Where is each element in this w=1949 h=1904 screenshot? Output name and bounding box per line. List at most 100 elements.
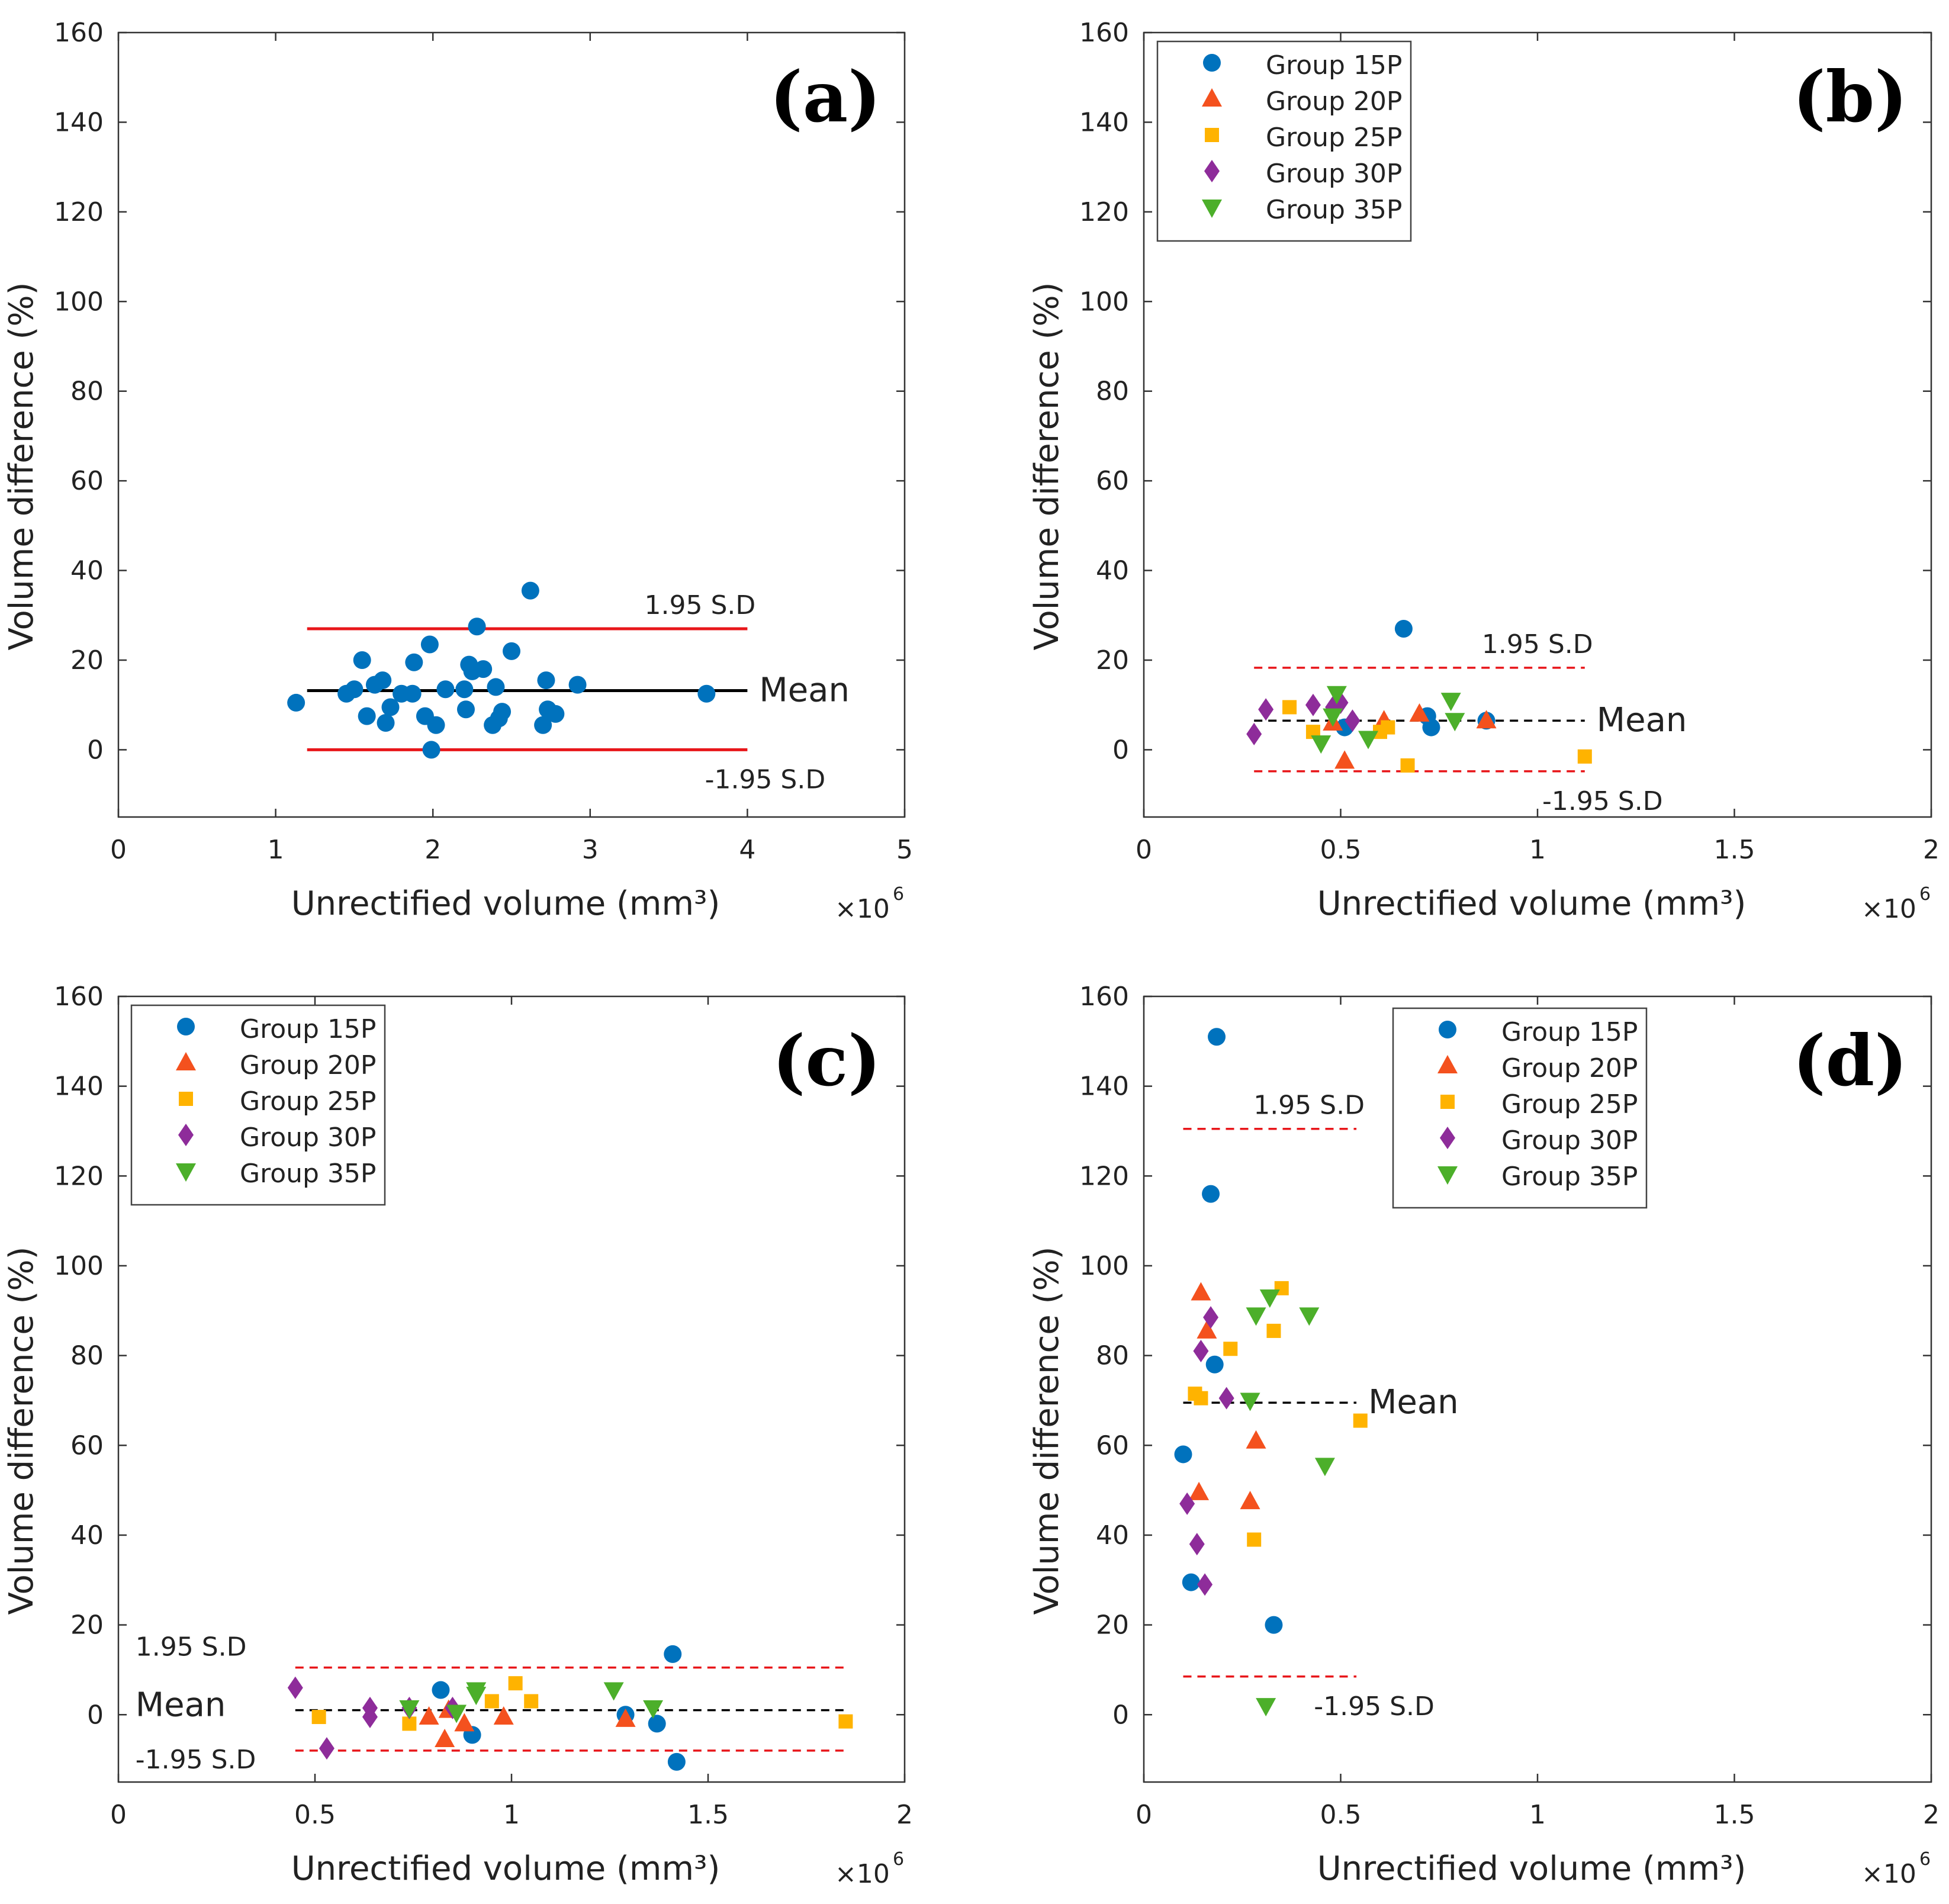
data-point — [399, 1700, 420, 1719]
data-point — [1305, 693, 1321, 716]
x-tick-label: 0 — [1136, 1800, 1152, 1830]
series-group-35p — [399, 1682, 664, 1723]
data-point — [1394, 620, 1413, 638]
y-tick-label: 20 — [1096, 1610, 1129, 1641]
legend-marker — [178, 1124, 194, 1146]
data-point — [456, 700, 475, 719]
series-group-15p — [1174, 1028, 1283, 1634]
x-tick-label: 1 — [268, 835, 284, 865]
y-tick-label: 60 — [70, 1430, 104, 1461]
panel-label: (b) — [1793, 56, 1908, 138]
data-point — [353, 651, 371, 669]
legend-box — [1156, 40, 1412, 242]
data-point — [838, 1714, 853, 1729]
y-axis-label: Volume difference (%) — [2, 282, 41, 651]
legend-entry: Group 30P — [1266, 159, 1402, 189]
legend: Group 15P Group 20P Group 25P Group 30P Grou… — [1156, 40, 1412, 242]
y-tick-label: 160 — [54, 18, 104, 48]
data-point — [1577, 749, 1592, 764]
x-multiplier-exponent: 6 — [1919, 1849, 1931, 1870]
legend-entry: Group 20P — [240, 1050, 376, 1080]
legend-marker — [1204, 160, 1220, 182]
data-point — [1409, 703, 1430, 722]
lower-line-label: -1.95 S.D — [1542, 786, 1663, 816]
upper-line-label: 1.95 S.D — [136, 1632, 247, 1662]
x-multiplier: ×10 — [835, 1859, 890, 1889]
legend-marker — [1437, 1166, 1458, 1185]
data-point — [1400, 758, 1415, 773]
legend-entry: Group 35P — [1266, 195, 1402, 225]
data-point — [1345, 709, 1361, 732]
y-tick-label: 0 — [87, 1700, 104, 1730]
y-tick-label: 0 — [1112, 735, 1129, 765]
y-tick-label: 80 — [70, 1341, 104, 1371]
y-tick-label: 140 — [1079, 107, 1129, 137]
legend-marker — [1202, 200, 1222, 218]
data-point — [1326, 686, 1347, 705]
legend-entry: Group 20P — [1501, 1053, 1638, 1083]
legend-marker — [177, 1018, 195, 1035]
legend-marker — [176, 1052, 196, 1070]
panel-b: 0 0.5 1 1.5 2020406080100120140160Unrectifie… — [1028, 18, 1940, 924]
x-tick-label: 0 — [110, 835, 127, 865]
x-multiplier: ×10 — [1861, 1859, 1916, 1889]
data-point — [568, 676, 587, 694]
data-point — [508, 1676, 523, 1691]
x-tick-label: 1 — [1529, 1800, 1546, 1830]
data-point — [374, 671, 392, 690]
x-tick-label: 2 — [1923, 835, 1940, 865]
y-tick-label: 60 — [1096, 466, 1129, 496]
legend-marker — [1440, 1127, 1455, 1149]
data-point — [1256, 1698, 1276, 1717]
legend-marker — [1205, 128, 1219, 142]
data-point — [537, 671, 555, 690]
data-point — [546, 705, 565, 723]
data-point — [1194, 1391, 1208, 1406]
data-point — [1205, 1355, 1224, 1374]
data-point — [1246, 1307, 1266, 1326]
y-tick-label: 0 — [87, 735, 104, 765]
y-tick-label: 120 — [54, 1161, 104, 1191]
x-multiplier-exponent: 6 — [893, 884, 904, 905]
data-point — [484, 1694, 499, 1709]
panel-c: 0 0.5 1 1.5 2020406080100120140160Unrectifie… — [2, 982, 913, 1889]
data-point — [1266, 1323, 1281, 1338]
x-tick-label: 1.5 — [1714, 835, 1755, 865]
data-point — [1223, 1342, 1238, 1356]
x-axis-label: Unrectified volume (mm³) — [291, 1850, 721, 1888]
legend-marker — [1202, 88, 1222, 107]
mean-line-label: Mean — [759, 671, 850, 709]
legend: Group 15P Group 20P Group 25P Group 30P Grou… — [130, 1004, 386, 1206]
data-point — [534, 716, 552, 734]
data-point — [455, 680, 474, 699]
data-point — [1240, 1491, 1260, 1510]
legend-entry: Group 15P — [1501, 1017, 1638, 1047]
data-point — [1282, 700, 1297, 715]
legend-entry: Group 25P — [240, 1086, 376, 1117]
data-point — [358, 707, 376, 725]
data-point — [1191, 1282, 1211, 1301]
data-point — [1203, 1306, 1219, 1329]
mean-line-label: Mean — [1368, 1383, 1459, 1421]
data-point — [1179, 1492, 1195, 1515]
x-tick-label: 0.5 — [294, 1800, 336, 1830]
legend-marker — [1439, 1021, 1456, 1038]
data-point — [1182, 1573, 1200, 1591]
y-tick-label: 160 — [1079, 18, 1129, 48]
legend-entry: Group 25P — [1266, 123, 1402, 153]
panel-label: (c) — [772, 1019, 881, 1102]
y-tick-label: 80 — [70, 377, 104, 407]
y-tick-label: 120 — [1079, 197, 1129, 227]
data-point — [420, 635, 439, 654]
data-point — [436, 680, 455, 699]
data-point — [1334, 750, 1355, 769]
y-tick-label: 40 — [70, 1520, 104, 1551]
x-tick-label: 2 — [424, 835, 441, 865]
y-tick-label: 20 — [70, 1610, 104, 1641]
legend: Group 15P Group 20P Group 25P Group 30P Grou… — [1392, 1007, 1648, 1209]
data-point — [1358, 731, 1379, 750]
x-tick-label: 5 — [896, 835, 913, 865]
legend-entry: Group 15P — [240, 1014, 376, 1044]
panel-a: 0 1 2 3 4 5 0 20 40 60 80 100 120 140 160 Unrectified v… — [2, 18, 913, 924]
data-point — [1258, 698, 1274, 721]
